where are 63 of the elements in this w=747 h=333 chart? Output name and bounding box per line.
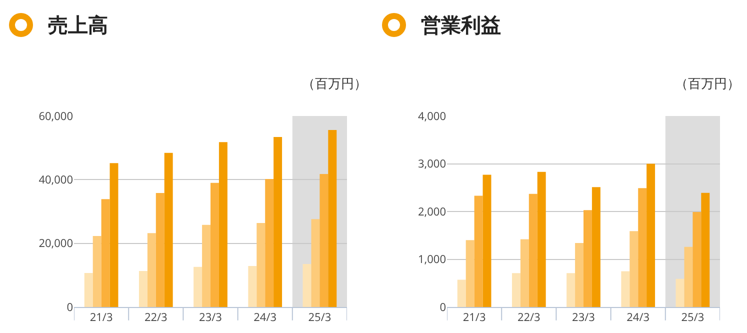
bar (92, 236, 102, 307)
bar (474, 196, 483, 307)
bar (248, 266, 257, 307)
x-tick-label: 21/3 (90, 310, 113, 326)
y-tick-label: 1,000 (418, 252, 446, 268)
bar (701, 192, 710, 307)
y-tick-label: 0 (66, 300, 73, 315)
bar (101, 199, 110, 307)
bar (457, 280, 466, 307)
bar (328, 130, 337, 307)
x-tick-label: 24/3 (626, 310, 650, 326)
bar (466, 240, 474, 307)
bar (138, 271, 148, 307)
bar (156, 193, 164, 307)
x-tick-label: 23/3 (199, 310, 222, 326)
bar (684, 246, 693, 307)
bar (638, 188, 647, 307)
bar (210, 182, 219, 307)
bar (566, 273, 576, 307)
x-tick-label: 22/3 (517, 310, 540, 326)
y-tick-label: 0 (440, 300, 446, 315)
y-tick-label: 2,000 (418, 204, 446, 220)
bar (621, 271, 630, 307)
y-tick-label: 40,000 (38, 172, 73, 188)
bar (482, 174, 492, 307)
bar (311, 219, 320, 307)
bar (592, 187, 600, 307)
bar (84, 272, 93, 307)
chart-title: 売上高 (48, 13, 108, 37)
x-tick-label: 23/3 (572, 310, 595, 326)
bar (528, 194, 538, 307)
x-tick-label: 21/3 (462, 310, 486, 326)
bar (512, 273, 520, 307)
bar (520, 239, 529, 307)
bar (575, 243, 584, 307)
bar (147, 233, 156, 307)
bar (302, 264, 312, 307)
bar (164, 152, 173, 307)
y-tick-label: 20,000 (38, 236, 73, 252)
bar (194, 266, 202, 307)
bar (630, 231, 638, 307)
bar (110, 163, 118, 307)
bar (202, 224, 210, 307)
y-tick-label: 3,000 (418, 156, 446, 172)
x-tick-label: 24/3 (254, 310, 277, 326)
bar (265, 179, 274, 307)
text: （百万円） (675, 77, 740, 92)
bar (320, 174, 328, 307)
bar (646, 164, 656, 307)
bar (676, 278, 684, 307)
bar (584, 210, 592, 307)
text: （百万円） (302, 77, 367, 92)
bar (537, 172, 546, 307)
y-tick-label: 4,000 (418, 108, 446, 124)
bar (218, 142, 228, 307)
chart-title: 営業利益 (421, 13, 501, 37)
x-tick-label: 22/3 (144, 310, 168, 326)
x-tick-label: 25/3 (681, 310, 704, 326)
bar (692, 212, 702, 307)
y-tick-label: 60,000 (38, 108, 73, 124)
x-tick-label: 25/3 (308, 310, 332, 326)
bar (256, 222, 266, 307)
bar (274, 137, 282, 307)
